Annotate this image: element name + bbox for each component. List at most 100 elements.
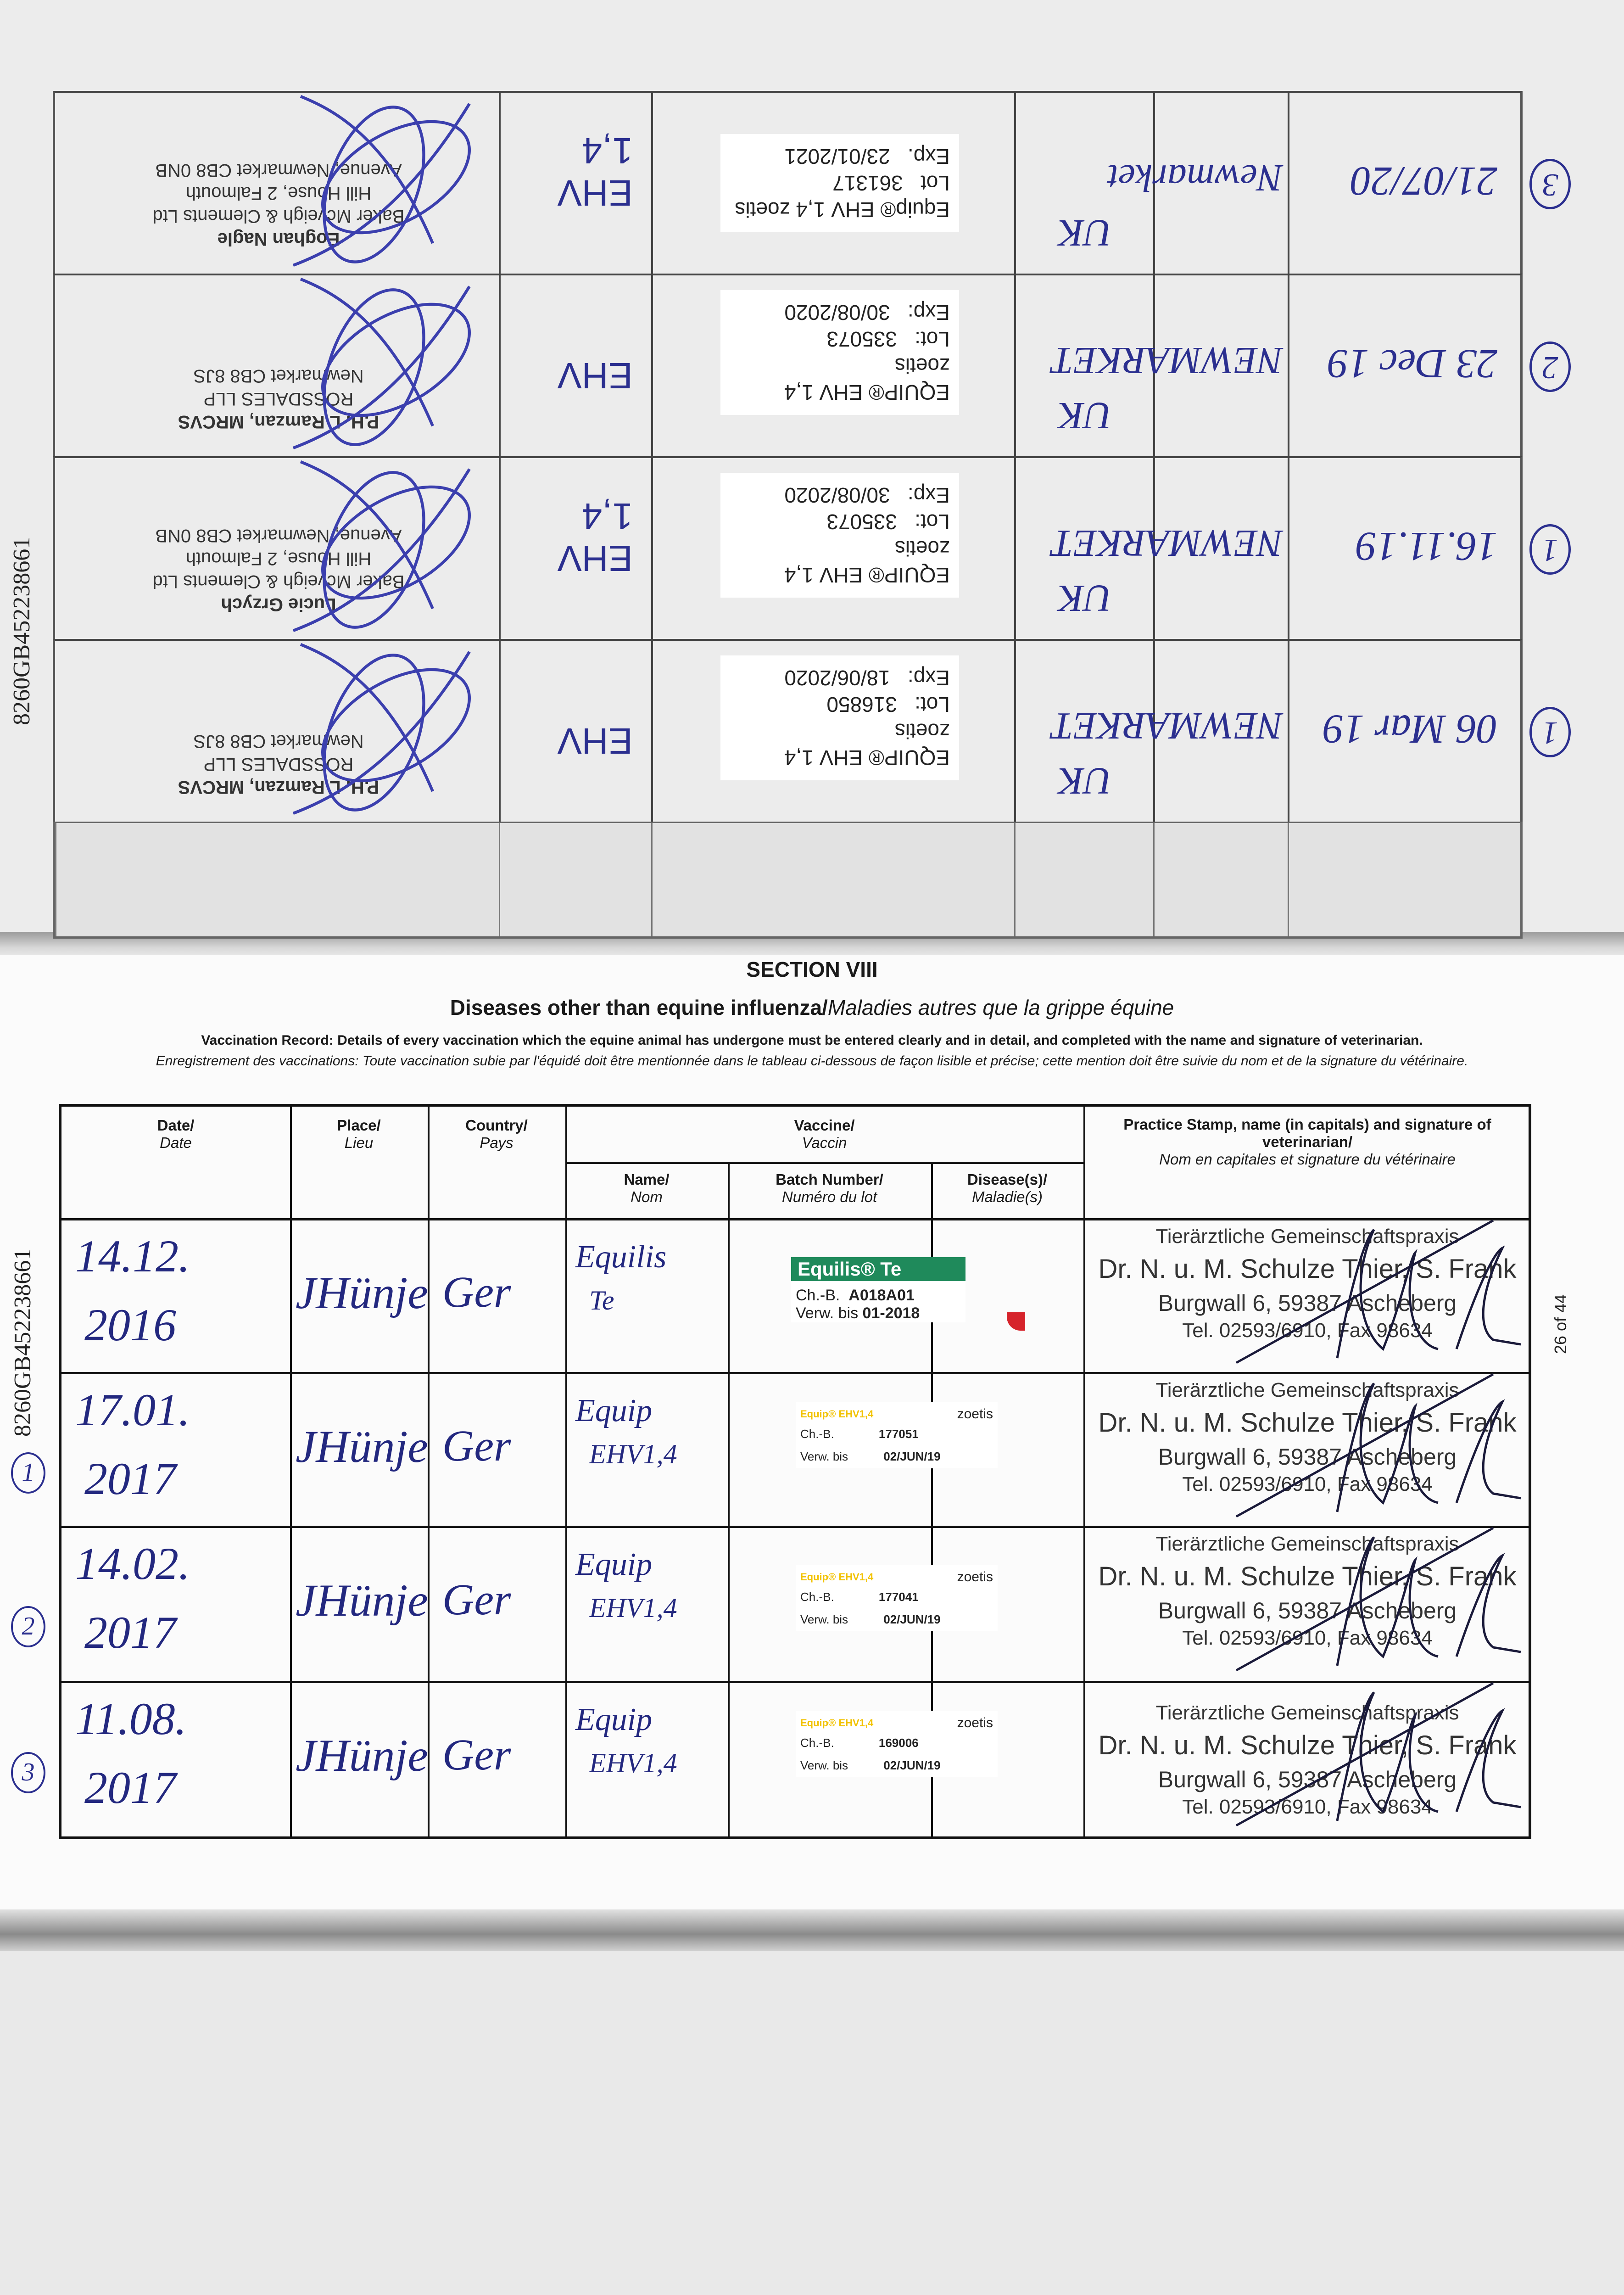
upper-table-row: 1 16.11.19 NEWMARKET UK EQUIP® EHV 1,4 z…	[53, 456, 1571, 639]
date-line-2: 2017	[84, 1762, 176, 1813]
vaccine-sticker: Equip® EHV1,4 zoetis Ch.-B. 169006 Verw.…	[796, 1711, 998, 1777]
vaccine-name-line-1: Equip	[575, 1702, 653, 1737]
instructions-en: Vaccination Record: Details of every vac…	[201, 1033, 1423, 1048]
date-line-2: 2017	[84, 1453, 176, 1504]
vaccine-name: EHV	[557, 721, 633, 761]
lot-number: 335073	[826, 327, 897, 351]
header-batch: Batch Number/Numéro du lot	[776, 1171, 883, 1205]
row-circle-number: 3	[1529, 159, 1571, 209]
country: UK	[1058, 394, 1112, 437]
vet-stamp: Tierärztliche Gemeinschaftspraxis Dr. N.…	[1098, 1702, 1517, 1818]
vaccine-name: EHV	[557, 355, 633, 396]
place: NEWMARKET	[1052, 705, 1283, 747]
table-row: 2 14.02. 2017 JHünje Ger Equip EHV1,4 Eq…	[11, 1527, 1529, 1681]
row-circle-number: 1	[11, 1452, 45, 1494]
country: Ger	[442, 1730, 511, 1779]
sticker-tab	[1007, 1312, 1025, 1331]
header-name: Name/Nom	[624, 1171, 670, 1205]
scanner-background	[0, 1951, 1624, 2295]
vet-stamp: P.H. L Ramzan, MRCVS ROSSDALES LLP Newmark…	[178, 366, 379, 432]
vaccine-name: EHV 1,4	[557, 130, 633, 213]
vaccine-name-line-2: Te	[589, 1285, 614, 1315]
row-circle-number: 1	[1529, 707, 1571, 757]
date: 23 Dec 19	[1328, 341, 1497, 386]
date-line-1: 14.02.	[75, 1538, 190, 1589]
vaccine-sticker: Equilis® Te Ch.-B. A018A01 Verw. bis 01-…	[791, 1257, 965, 1322]
lower-margin-code: 8260GB452238661	[10, 1248, 36, 1437]
header-disease: Disease(s)/Maladie(s)	[967, 1171, 1048, 1205]
row-circle-number: 2	[1529, 341, 1571, 392]
vaccine-name-line-1: Equilis	[575, 1239, 667, 1275]
sticker-product: Equilis® Te	[791, 1257, 965, 1281]
country: UK	[1058, 212, 1112, 254]
vaccine-name-line-2: EHV1,4	[589, 1593, 677, 1623]
vaccination-table: Date/Date Place/Lieu Country/Pays Vaccin…	[11, 1104, 1531, 1839]
upper-table-row: 1 06 Mar 19 NEWMARKET UK EQUIP® EHV 1,4 …	[53, 639, 1571, 822]
date-line-1: 14.12.	[75, 1231, 190, 1282]
expiry-date: 30/08/2020	[784, 301, 890, 325]
sticker-product: Equip® EHV1,4	[800, 1571, 874, 1583]
vet-stamp: Eoghan Nagle Baker Mcveigh & Clements Ltd…	[152, 160, 405, 249]
expiry-date: 02/JUN/19	[883, 1450, 941, 1463]
country: UK	[1058, 760, 1112, 802]
sticker-product: EQUIP® EHV 1,4 zoetis	[784, 537, 950, 587]
country: Ger	[442, 1267, 511, 1316]
vaccine-sticker: EQUIP® EHV 1,4 zoetis Lot: 335073 Exp: 3…	[720, 290, 959, 415]
country: UK	[1058, 577, 1112, 620]
title-fr: Maladies autres que la grippe équine	[827, 996, 1174, 1019]
vaccine-sticker: Equip® EHV1,4 zoetis Ch.-B. 177051 Verw.…	[796, 1402, 998, 1468]
lot-number: 335073	[826, 510, 897, 534]
signature	[292, 643, 471, 815]
vet-stamp: Tierärztliche Gemeinschaftspraxis Dr. N.…	[1098, 1533, 1517, 1649]
vet-stamp: Lucie Grzych Baker Mcveigh & Clements Ltd…	[152, 526, 405, 615]
batch-number: 169006	[878, 1736, 919, 1750]
expiry-date: 01-2018	[862, 1304, 920, 1322]
expiry-date: 02/JUN/19	[883, 1612, 941, 1626]
place: JHünje	[296, 1730, 428, 1781]
header-country: Country/Pays	[465, 1117, 528, 1151]
date-line-2: 2016	[84, 1299, 176, 1350]
page-number: 26 of 44	[1551, 1294, 1570, 1354]
lot-number: 361317	[832, 171, 903, 195]
vaccine-sticker: EQUIP® EHV 1,4 zoetis Lot: 316850 Exp: 1…	[720, 655, 959, 780]
batch-number: 177041	[878, 1590, 919, 1604]
place: JHünje	[296, 1575, 428, 1626]
place: JHünje	[296, 1267, 428, 1318]
vaccine-name-line-1: Equip	[575, 1393, 653, 1428]
table-row: 3 11.08. 2017 JHünje Ger Equip EHV1,4 Eq…	[11, 1682, 1529, 1839]
row-circle-number: 3	[11, 1752, 45, 1793]
expiry-date: 23/01/2021	[784, 145, 890, 168]
vaccine-name-line-1: Equip	[575, 1547, 653, 1582]
zoetis-logo: zoetis	[957, 1406, 993, 1422]
date: 21/07/20	[1350, 158, 1497, 204]
title-en: Diseases other than equine influenza/	[450, 996, 828, 1019]
vaccine-sticker: Equip® EHV1,4 zoetis Ch.-B. 177041 Verw.…	[796, 1565, 998, 1631]
sticker-product: Equip® EHV 1,4 zoetis	[735, 198, 950, 222]
country: Ger	[442, 1421, 511, 1470]
instructions-fr: Enregistrement des vaccinations: Toute v…	[156, 1053, 1468, 1069]
country: Ger	[442, 1575, 511, 1624]
expiry-date: 18/06/2020	[784, 666, 890, 690]
sticker-product: Equip® EHV1,4	[800, 1717, 874, 1729]
vaccine-name-line-2: EHV1,4	[589, 1439, 677, 1469]
header-stamp: Practice Stamp, name (in capitals) and s…	[1123, 1116, 1491, 1168]
date-line-1: 11.08.	[75, 1693, 187, 1744]
place: NEWMARKET	[1052, 339, 1283, 382]
sticker-product: Equip® EHV1,4	[800, 1408, 874, 1420]
table-row: 14.12. 2016 JHünje Ger Equilis Te Equili…	[61, 1219, 1529, 1372]
vaccine-name: EHV 1,4	[557, 496, 633, 579]
upper-table-row: 2 23 Dec 19 NEWMARKET UK EQUIP® EHV 1,4 …	[53, 274, 1571, 456]
header-date: Date/Date	[157, 1117, 195, 1151]
vet-stamp: P.H. L Ramzan, MRCVS ROSSDALES LLP Newmark…	[178, 731, 379, 797]
header-place: Place/Lieu	[337, 1117, 381, 1151]
upper-vaccination-table: 1 06 Mar 19 NEWMARKET UK EQUIP® EHV 1,4 …	[53, 91, 1571, 939]
row-circle-number: 1	[1529, 524, 1571, 575]
upper-table-row: 3 21/07/20 Newmarket UK Equip® EHV 1,4 z…	[53, 91, 1571, 274]
date: 16.11.19	[1356, 524, 1497, 569]
sticker-product: EQUIP® EHV 1,4 zoetis	[784, 719, 950, 770]
signature	[292, 278, 471, 449]
row-circle-number: 2	[11, 1606, 45, 1647]
zoetis-logo: zoetis	[957, 1715, 993, 1730]
date: 06 Mar 19	[1323, 706, 1497, 752]
vaccine-sticker: Equip® EHV 1,4 zoetis Lot 361317 Exp. 23…	[720, 134, 959, 232]
